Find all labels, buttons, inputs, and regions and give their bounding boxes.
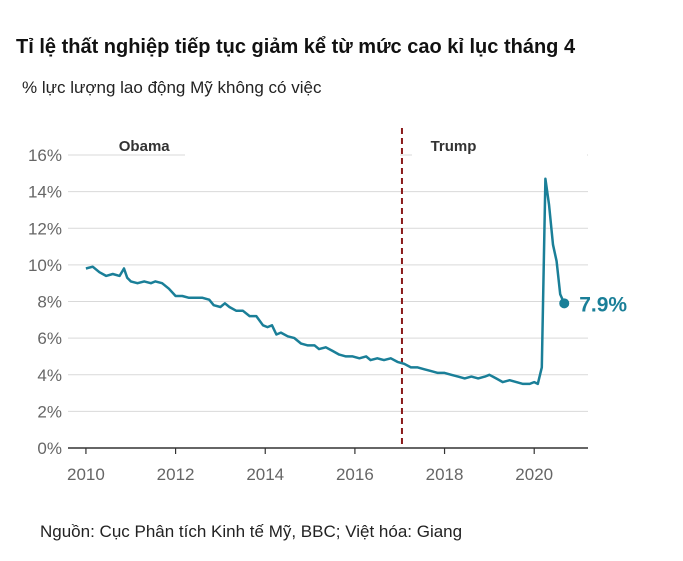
chart-title: Tỉ lệ thất nghiệp tiếp tục giảm kể từ mứ…	[16, 36, 576, 58]
y-tick-label: 0%	[37, 439, 62, 458]
x-axis-ticks: 2010 2012 2014 2016 2018 2020	[67, 448, 553, 484]
period-labels: Obama Trump	[119, 138, 587, 163]
end-value-label: 7.9%	[579, 293, 627, 316]
x-tick-label: 2016	[336, 465, 374, 484]
y-axis-ticks: 0% 2% 4% 6% 8% 10% 12% 14% 16%	[28, 146, 62, 458]
x-tick-label: 2014	[246, 465, 284, 484]
y-tick-label: 14%	[28, 183, 62, 202]
source-note: Nguồn: Cục Phân tích Kinh tế Mỹ, BBC; Vi…	[40, 522, 463, 541]
y-tick-label: 10%	[28, 256, 62, 275]
y-tick-label: 8%	[37, 293, 62, 312]
y-tick-label: 16%	[28, 146, 62, 165]
chart-subtitle: % lực lượng lao động Mỹ không có việc	[22, 78, 322, 97]
end-point	[559, 298, 570, 309]
obama-label-band	[185, 141, 400, 163]
y-tick-label: 4%	[37, 366, 62, 385]
series-group: 7.9%	[85, 177, 627, 386]
x-tick-label: 2020	[515, 465, 553, 484]
x-tick-label: 2012	[157, 465, 195, 484]
y-tick-label: 2%	[37, 402, 62, 421]
trump-label-band	[412, 141, 587, 163]
x-tick-label: 2018	[426, 465, 464, 484]
gridlines	[68, 154, 588, 449]
x-tick-label: 2010	[67, 465, 105, 484]
period-label-trump: Trump	[431, 138, 477, 155]
unemployment-line	[85, 177, 566, 386]
period-label-obama: Obama	[119, 138, 171, 155]
y-tick-label: 12%	[28, 219, 62, 238]
y-tick-label: 6%	[37, 329, 62, 348]
